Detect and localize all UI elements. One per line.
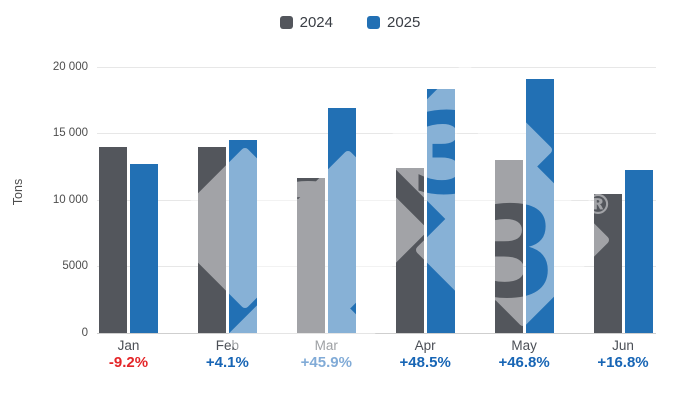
bar-2024-jun <box>593 193 622 333</box>
bar-2025-jan <box>130 164 158 333</box>
bar-2024-mar <box>296 178 325 333</box>
x-label-jun: Jun <box>612 338 634 353</box>
pct-label-apr: +48.5% <box>399 354 451 371</box>
y-tick-label-10000: 10 000 <box>52 193 88 206</box>
pct-label-mar: +45.9% <box>300 354 352 371</box>
pct-label-feb: +4.1% <box>205 354 249 371</box>
bar-2025-feb <box>228 139 257 333</box>
gridline-5000 <box>97 266 656 268</box>
gridline-10000 <box>97 199 656 201</box>
legend-item-2024: 2024 <box>279 14 333 31</box>
x-label-apr: Apr <box>414 338 436 353</box>
bar-2024-jan <box>99 147 127 333</box>
y-tick-label-15000: 15 000 <box>52 127 88 140</box>
legend-label-2025: 2025 <box>387 14 421 31</box>
x-axis-line <box>97 333 656 334</box>
bar-2024-feb <box>197 147 226 333</box>
bar-2025-mar <box>327 107 356 333</box>
x-label-jan: Jan <box>117 338 140 353</box>
legend-label-2024: 2024 <box>299 14 333 31</box>
y-tick-label-0: 0 <box>81 327 88 339</box>
pct-label-may: +46.8% <box>498 354 550 371</box>
y-tick-label-5000: 5000 <box>62 260 88 273</box>
gridline-15000 <box>97 133 656 135</box>
bar-2025-may <box>525 78 554 333</box>
gridline-20000 <box>97 66 656 68</box>
bar-2025-jun <box>624 170 653 333</box>
y-axis-title: Tons <box>11 178 25 206</box>
bar-2025-apr <box>426 88 455 333</box>
y-tick-label-20000: 20 000 <box>52 60 88 73</box>
x-label-feb: Feb <box>215 338 240 353</box>
legend-swatch-2025 <box>367 16 380 29</box>
legend-swatch-2024 <box>279 16 293 29</box>
legend: 2024 2025 <box>0 14 700 31</box>
x-label-may: May <box>511 338 537 353</box>
pct-label-jun: +16.8% <box>597 354 649 371</box>
x-label-mar: Mar <box>314 338 338 353</box>
bar-2024-may <box>494 159 523 333</box>
pct-label-jan: -9.2% <box>108 354 149 371</box>
bar-2024-apr <box>395 168 424 333</box>
legend-item-2025: 2025 <box>367 14 420 31</box>
